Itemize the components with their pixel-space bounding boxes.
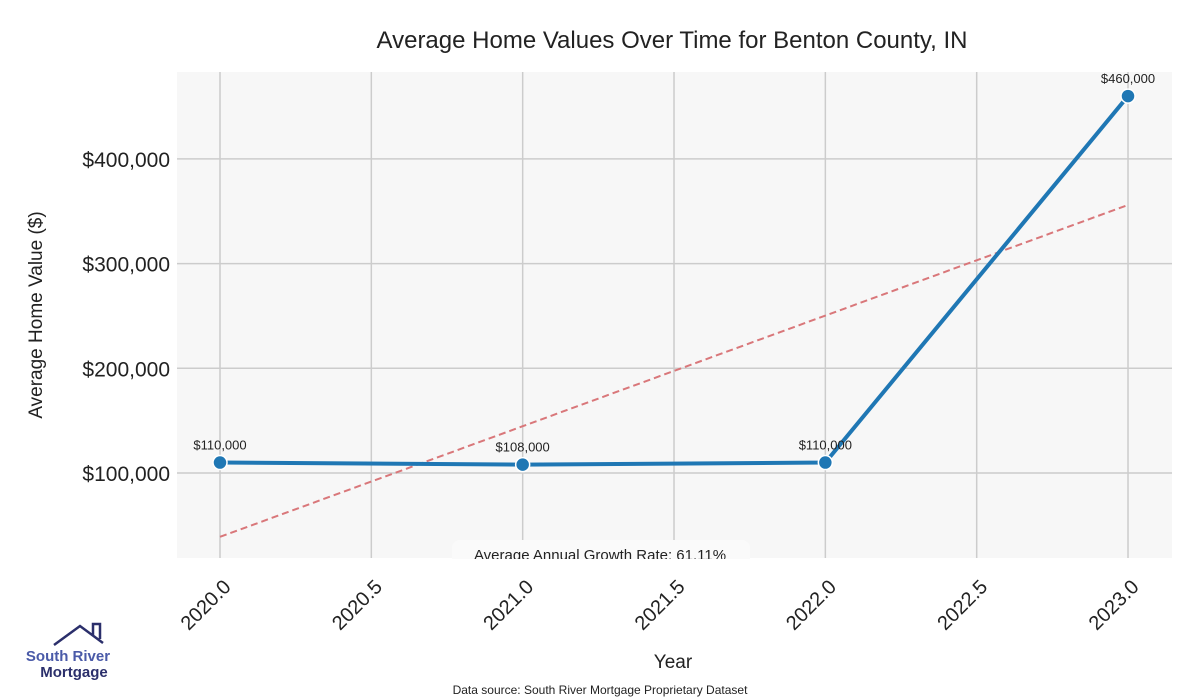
x-axis-label: Year [654, 652, 693, 673]
x-tick-label: 2020.5 [328, 576, 387, 635]
plot-bottom-mask [0, 559, 1200, 570]
y-tick-label: $100,000 [82, 463, 170, 486]
y-tick-label: $200,000 [82, 358, 170, 381]
data-label: $110,000 [193, 438, 246, 453]
y-axis-label: Average Home Value ($) [26, 211, 47, 418]
data-source: Data source: South River Mortgage Propri… [453, 683, 748, 697]
data-label: $110,000 [799, 438, 852, 453]
chart-title: Average Home Values Over Time for Benton… [377, 27, 968, 54]
data-point [514, 456, 531, 473]
series-line [219, 94, 1130, 467]
data-point [1120, 88, 1136, 104]
logo-line1: South River [26, 648, 110, 665]
y-tick-label: $300,000 [82, 254, 170, 277]
data-point [212, 454, 228, 471]
logo-line2: Mortgage [40, 664, 108, 681]
data-point [817, 454, 834, 471]
house-icon [53, 622, 104, 647]
x-tick-label: 2021.0 [479, 576, 538, 635]
trend-line [219, 204, 1129, 538]
x-tick-label: 2021.5 [631, 576, 690, 635]
logo: South River Mortgage [26, 622, 110, 681]
x-tick-label: 2022.5 [933, 576, 992, 635]
x-tick-label: 2022.0 [782, 576, 841, 635]
data-label: $108,000 [496, 440, 550, 455]
y-tick-label: $400,000 [82, 149, 170, 172]
x-tick-label: 2023.0 [1085, 576, 1144, 635]
data-label: $460,000 [1101, 71, 1155, 86]
x-tick-label: 2020.0 [177, 576, 236, 635]
